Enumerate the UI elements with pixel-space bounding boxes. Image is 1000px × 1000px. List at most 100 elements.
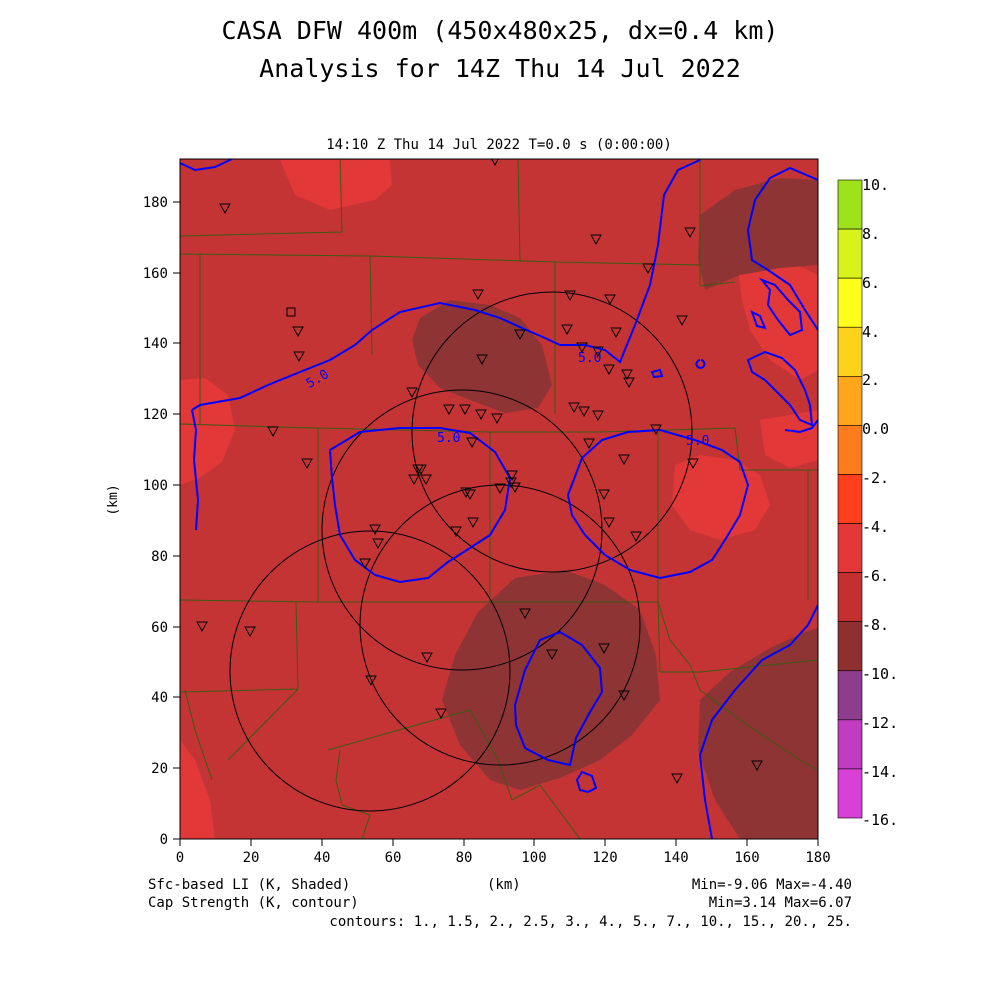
station-triangle-marker bbox=[598, 489, 610, 501]
colorbar-label: -14. bbox=[862, 763, 898, 781]
station-triangle-marker bbox=[435, 708, 447, 720]
x-tick-label: 20 bbox=[243, 850, 260, 866]
colorbar-label: 8. bbox=[862, 225, 880, 243]
colorbar-swatch bbox=[837, 670, 863, 721]
station-triangle-marker bbox=[292, 326, 304, 338]
station-triangle-marker bbox=[219, 203, 231, 215]
station-triangle-marker bbox=[476, 354, 488, 366]
station-triangle-marker bbox=[472, 289, 484, 301]
y-tick-label: 120 bbox=[143, 407, 168, 423]
station-triangle-marker bbox=[592, 346, 604, 358]
colorbar-label: -2. bbox=[862, 469, 889, 487]
x-tick-label: 140 bbox=[663, 850, 688, 866]
axis-ticks bbox=[173, 201, 819, 846]
station-triangle-marker bbox=[359, 558, 371, 570]
x-tick-label: 180 bbox=[805, 850, 830, 866]
colorbar-label: -16. bbox=[862, 811, 898, 829]
station-triangle-marker bbox=[369, 524, 381, 536]
title-line-2: Analysis for 14Z Thu 14 Jul 2022 bbox=[259, 54, 741, 83]
contour-label: 5.0 bbox=[686, 434, 709, 449]
station-triangle-marker bbox=[509, 482, 521, 494]
station-triangle-marker bbox=[467, 517, 479, 529]
station-triangle-marker bbox=[460, 487, 472, 499]
station-triangle-marker bbox=[491, 159, 499, 167]
station-triangle-marker bbox=[420, 474, 432, 486]
radar-range-rings bbox=[229, 291, 693, 812]
station-triangle-marker bbox=[578, 406, 590, 418]
colorbar-label: -12. bbox=[862, 714, 898, 732]
station-triangle-marker bbox=[466, 437, 478, 449]
county-boundaries bbox=[180, 159, 818, 839]
station-triangle-marker bbox=[372, 538, 384, 550]
station-triangle-marker bbox=[196, 621, 208, 633]
station-triangle-marker bbox=[415, 464, 427, 476]
station-triangle-marker bbox=[506, 470, 518, 482]
colorbar-swatch bbox=[837, 228, 863, 279]
station-triangle-marker bbox=[583, 438, 595, 450]
station-triangle-marker bbox=[514, 329, 526, 341]
station-triangle-marker bbox=[618, 454, 630, 466]
station-triangle-marker bbox=[610, 327, 622, 339]
station-triangle-marker bbox=[751, 760, 763, 772]
station-triangle-marker bbox=[621, 369, 633, 381]
colorbar-swatch bbox=[837, 572, 863, 622]
colorbar-swatch bbox=[837, 621, 863, 672]
station-triangle-marker bbox=[494, 483, 506, 495]
station-triangle-marker bbox=[421, 652, 433, 664]
footer-field1: Sfc-based LI (K, Shaded) bbox=[148, 877, 351, 893]
station-triangle-marker bbox=[598, 643, 610, 655]
colorbar bbox=[837, 179, 863, 819]
station-triangle-marker bbox=[684, 227, 696, 239]
footer-x-unit: (km) bbox=[487, 877, 521, 893]
station-triangle-marker bbox=[676, 315, 688, 327]
station-triangle-marker bbox=[267, 426, 279, 438]
contour-label: 5.0 bbox=[578, 351, 601, 366]
x-tick-labels: 0 20 40 60 80 100 120 140 160 180 bbox=[176, 850, 831, 866]
li-darker-regions bbox=[412, 178, 818, 839]
y-tick-label: 0 bbox=[160, 832, 168, 848]
colorbar-swatch bbox=[837, 474, 863, 524]
colorbar-label: -6. bbox=[862, 567, 889, 585]
station-triangle-marker bbox=[459, 404, 471, 416]
y-tick-label: 60 bbox=[151, 620, 168, 636]
colorbar-swatch bbox=[837, 719, 863, 770]
station-triangle-marker bbox=[450, 526, 462, 538]
station-triangle-marker bbox=[618, 690, 630, 702]
station-triangle-marker bbox=[603, 517, 615, 529]
station-triangle-marker bbox=[475, 409, 487, 421]
colorbar-swatch bbox=[837, 179, 863, 230]
station-triangle-marker bbox=[650, 424, 662, 436]
y-tick-labels: 0 20 40 60 80 100 120 140 160 180 bbox=[143, 195, 168, 848]
x-tick-label: 100 bbox=[521, 850, 546, 866]
station-triangle-marker bbox=[519, 608, 531, 620]
radar-site-marker bbox=[286, 307, 296, 317]
x-tick-label: 160 bbox=[734, 850, 759, 866]
x-tick-label: 40 bbox=[314, 850, 331, 866]
colorbar-label: -4. bbox=[862, 518, 889, 536]
station-markers bbox=[196, 159, 763, 785]
map-panel: 5.0 5.0 5.0 5.0 bbox=[180, 159, 818, 839]
colorbar-swatch bbox=[837, 376, 863, 426]
y-tick-label: 80 bbox=[151, 549, 168, 565]
plot-frame bbox=[179, 158, 819, 840]
colorbar-label: 6. bbox=[862, 274, 880, 292]
colorbar-label: -8. bbox=[862, 616, 889, 634]
footer-minmax1: Min=-9.06 Max=-4.40 bbox=[691, 877, 852, 893]
station-triangle-marker bbox=[561, 324, 573, 336]
y-axis-label: (km) bbox=[106, 484, 121, 515]
x-tick-label: 120 bbox=[592, 850, 617, 866]
footer-contours: contours: 1., 1.5, 2., 2.5, 3., 4., 5., … bbox=[329, 914, 852, 930]
station-triangle-marker bbox=[293, 351, 305, 363]
colorbar-swatch bbox=[837, 326, 863, 377]
station-triangle-marker bbox=[568, 402, 580, 414]
station-triangle-marker bbox=[491, 413, 503, 425]
station-triangle-marker bbox=[642, 263, 654, 275]
colorbar-swatch bbox=[837, 425, 863, 475]
title-line-1: CASA DFW 400m (450x480x25, dx=0.4 km) bbox=[221, 16, 779, 45]
y-tick-label: 140 bbox=[143, 336, 168, 352]
colorbar-swatch bbox=[837, 277, 863, 328]
contour-label: 5.0 bbox=[437, 431, 460, 446]
y-tick-label: 180 bbox=[143, 195, 168, 211]
station-triangle-marker bbox=[590, 234, 602, 246]
station-triangle-marker bbox=[564, 290, 576, 302]
